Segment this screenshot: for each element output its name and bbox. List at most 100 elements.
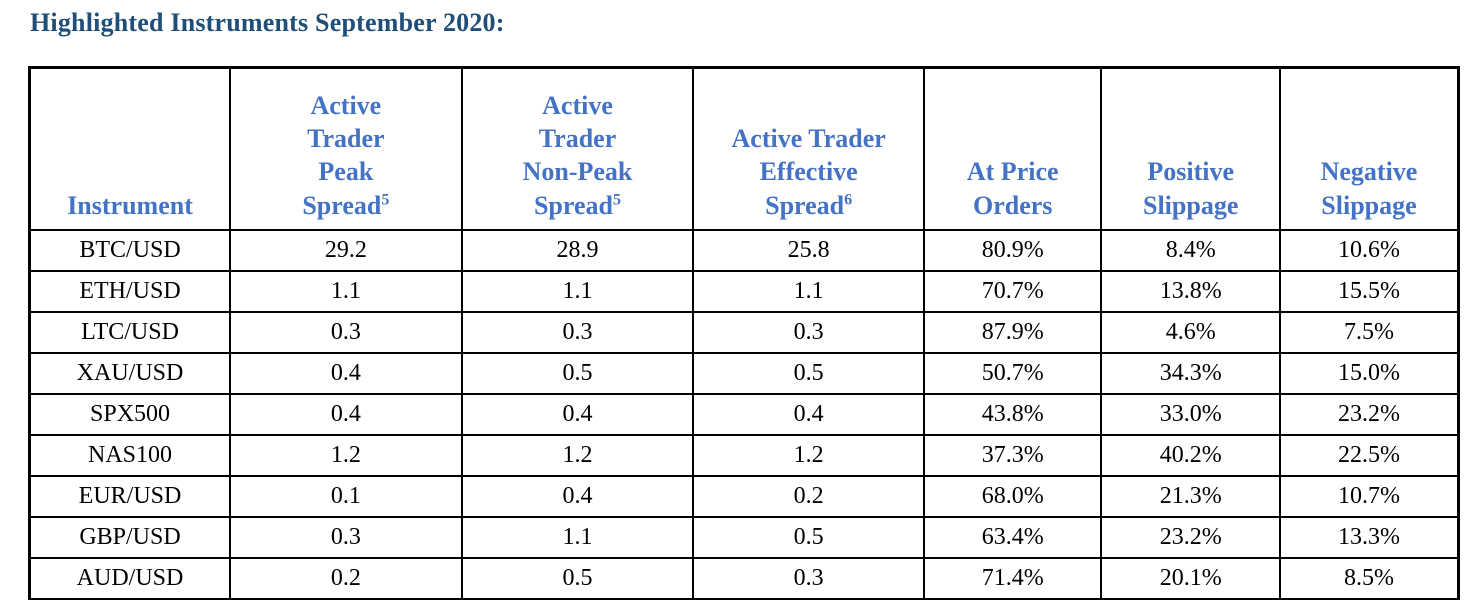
value-cell: 43.8% — [922, 393, 1103, 436]
value-cell: 33.0% — [1100, 393, 1281, 436]
value-cell: 70.7% — [922, 270, 1103, 313]
column-header-active-trader-peak-spread: Active Trader Peak Spread5 — [229, 66, 463, 231]
value-cell: 0.1 — [229, 475, 463, 518]
table-row: LTC/USD 0.3 0.3 0.3 87.9% 4.6% 7.5% — [28, 311, 1460, 354]
value-cell: 0.3 — [229, 311, 463, 354]
header-line: Trader — [538, 124, 617, 154]
value-cell: 40.2% — [1100, 434, 1281, 477]
value-cell: 25.8 — [692, 229, 925, 272]
column-header-positive-slippage: Positive Slippage — [1100, 66, 1281, 231]
value-cell: 0.5 — [460, 557, 695, 600]
column-header-at-price-orders: At Price Orders — [922, 66, 1103, 231]
value-cell: 80.9% — [922, 229, 1103, 272]
column-header-active-trader-non-peak-spread: Active Trader Non-Peak Spread5 — [460, 66, 695, 231]
value-cell: 23.2% — [1100, 516, 1281, 559]
value-cell: 21.3% — [1100, 475, 1281, 518]
column-header-negative-slippage: Negative Slippage — [1278, 66, 1460, 231]
instrument-cell: BTC/USD — [28, 229, 232, 272]
header-line: Spread6 — [698, 189, 919, 222]
footnote-marker: 5 — [381, 191, 390, 209]
page-title: Highlighted Instruments September 2020: — [30, 8, 505, 37]
value-cell: 0.2 — [229, 557, 463, 600]
header-line: Positive — [1147, 157, 1235, 187]
value-cell: 1.1 — [460, 516, 695, 559]
header-line: Slippage — [1143, 190, 1239, 220]
value-cell: 0.5 — [460, 352, 695, 395]
value-cell: 1.1 — [692, 270, 925, 313]
value-cell: 0.3 — [460, 311, 695, 354]
table-row: AUD/USD 0.2 0.5 0.3 71.4% 20.1% 8.5% — [28, 557, 1460, 600]
value-cell: 87.9% — [922, 311, 1103, 354]
value-cell: 15.5% — [1278, 270, 1460, 313]
header-line: At Price — [966, 157, 1059, 187]
table-row: XAU/USD 0.4 0.5 0.5 50.7% 34.3% 15.0% — [28, 352, 1460, 395]
instrument-cell: NAS100 — [28, 434, 232, 477]
header-line: Spread5 — [235, 189, 457, 222]
header-line: Active — [310, 90, 382, 120]
value-cell: 13.8% — [1100, 270, 1281, 313]
instrument-cell: GBP/USD — [28, 516, 232, 559]
value-cell: 1.2 — [229, 434, 463, 477]
value-cell: 0.5 — [692, 516, 925, 559]
header-line: Orders — [973, 190, 1053, 220]
value-cell: 7.5% — [1278, 311, 1460, 354]
instrument-cell: AUD/USD — [28, 557, 232, 600]
value-cell: 8.4% — [1100, 229, 1281, 272]
table-row: BTC/USD 29.2 28.9 25.8 80.9% 8.4% 10.6% — [28, 229, 1460, 272]
header-line: Peak — [318, 157, 374, 187]
value-cell: 1.2 — [460, 434, 695, 477]
footnote-marker: 6 — [844, 191, 853, 209]
column-header-active-trader-effective-spread: Active Trader Effective Spread6 — [692, 66, 925, 231]
instrument-cell: LTC/USD — [28, 311, 232, 354]
header-line: Active Trader — [731, 124, 886, 154]
header-base-text: Spread — [302, 190, 382, 220]
table-row: EUR/USD 0.1 0.4 0.2 68.0% 21.3% 10.7% — [28, 475, 1460, 518]
value-cell: 1.1 — [460, 270, 695, 313]
instrument-cell: XAU/USD — [28, 352, 232, 395]
value-cell: 63.4% — [922, 516, 1103, 559]
value-cell: 10.6% — [1278, 229, 1460, 272]
header-line: Non-Peak — [522, 157, 633, 187]
value-cell: 0.2 — [692, 475, 925, 518]
header-base-text: Spread — [765, 190, 845, 220]
value-cell: 15.0% — [1278, 352, 1460, 395]
value-cell: 0.3 — [692, 311, 925, 354]
table-row: ETH/USD 1.1 1.1 1.1 70.7% 13.8% 15.5% — [28, 270, 1460, 313]
value-cell: 28.9 — [460, 229, 695, 272]
footnote-marker: 5 — [612, 191, 622, 209]
table-row: GBP/USD 0.3 1.1 0.5 63.4% 23.2% 13.3% — [28, 516, 1460, 559]
value-cell: 0.4 — [229, 393, 463, 436]
value-cell: 0.4 — [460, 393, 695, 436]
table-row: SPX500 0.4 0.4 0.4 43.8% 33.0% 23.2% — [28, 393, 1460, 436]
value-cell: 0.4 — [692, 393, 925, 436]
header-line: Instrument — [67, 190, 193, 220]
value-cell: 1.2 — [692, 434, 925, 477]
value-cell: 10.7% — [1278, 475, 1460, 518]
value-cell: 13.3% — [1278, 516, 1460, 559]
value-cell: 22.5% — [1278, 434, 1460, 477]
value-cell: 20.1% — [1100, 557, 1281, 600]
instrument-cell: EUR/USD — [28, 475, 232, 518]
header-line: Trader — [307, 124, 385, 154]
header-line: Effective — [759, 157, 858, 187]
value-cell: 0.5 — [692, 352, 925, 395]
instrument-cell: ETH/USD — [28, 270, 232, 313]
value-cell: 0.4 — [460, 475, 695, 518]
value-cell: 37.3% — [922, 434, 1103, 477]
value-cell: 50.7% — [922, 352, 1103, 395]
value-cell: 0.3 — [692, 557, 925, 600]
column-header-instrument: Instrument — [28, 66, 232, 231]
header-line: Active — [542, 90, 613, 120]
header-line: Slippage — [1321, 190, 1417, 220]
value-cell: 68.0% — [922, 475, 1103, 518]
header-base-text: Spread — [533, 190, 613, 220]
value-cell: 29.2 — [229, 229, 463, 272]
table-row: NAS100 1.2 1.2 1.2 37.3% 40.2% 22.5% — [28, 434, 1460, 477]
value-cell: 8.5% — [1278, 557, 1460, 600]
value-cell: 71.4% — [922, 557, 1103, 600]
header-row: Instrument Active Trader Peak Spread5 Ac… — [28, 66, 1460, 231]
header-line: Spread5 — [467, 189, 689, 222]
value-cell: 23.2% — [1278, 393, 1460, 436]
header-line: Negative — [1320, 157, 1418, 187]
instruments-table: Instrument Active Trader Peak Spread5 Ac… — [28, 66, 1460, 600]
